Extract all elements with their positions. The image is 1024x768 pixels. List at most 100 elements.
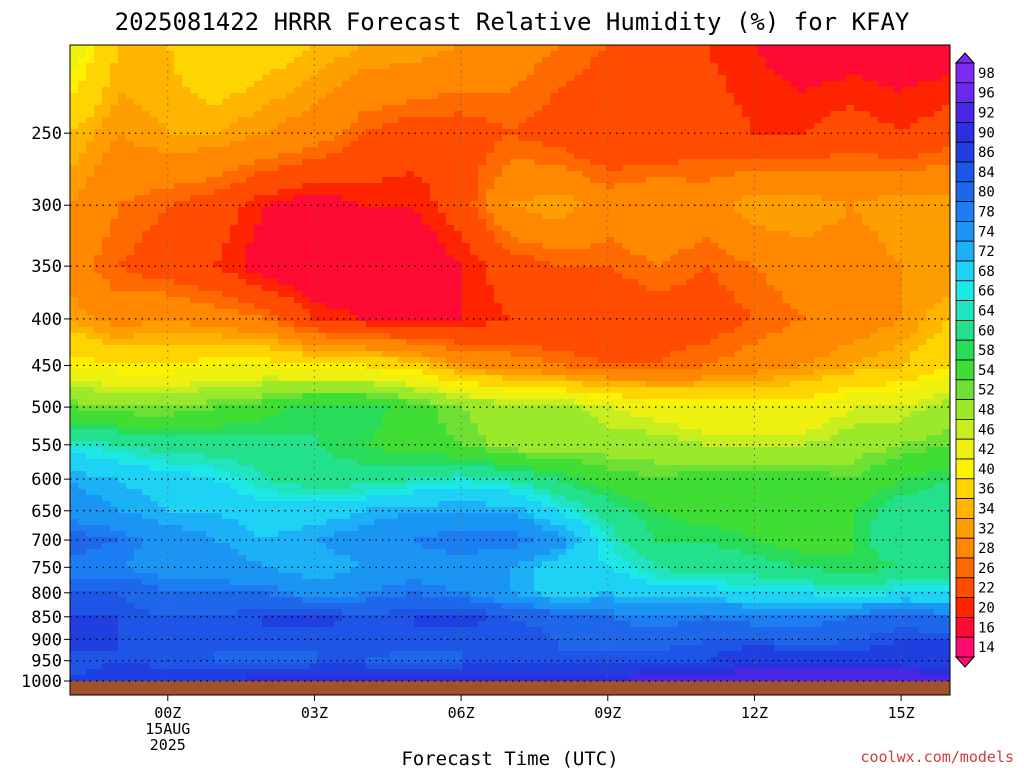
heat-cell (774, 297, 783, 304)
heat-cell (590, 111, 599, 118)
heat-cell (902, 279, 911, 286)
heat-cell (558, 213, 567, 220)
heat-cell (854, 177, 863, 184)
heat-cell (486, 297, 495, 304)
heat-cell (478, 177, 487, 184)
heat-cell (862, 303, 871, 310)
heat-cell (870, 273, 879, 280)
heat-cell (862, 273, 871, 280)
heat-cell (710, 105, 719, 112)
heat-cell (526, 111, 535, 118)
heat-cell (862, 141, 871, 148)
heat-cell (406, 51, 415, 58)
heat-cell (654, 105, 663, 112)
heat-cell (382, 261, 391, 268)
heat-cell (406, 87, 415, 94)
heat-cell (126, 69, 135, 76)
heat-cell (278, 129, 287, 136)
heat-cell (614, 243, 623, 250)
heat-cell (438, 159, 447, 166)
heat-cell (886, 63, 895, 70)
heat-cell (94, 99, 103, 106)
heat-cell (942, 123, 950, 130)
heat-cell (158, 285, 167, 292)
heat-cell (574, 123, 583, 130)
heat-cell (166, 93, 175, 100)
heat-cell (622, 213, 631, 220)
heat-cell (902, 165, 911, 172)
heat-cell (886, 273, 895, 280)
heat-cell (830, 267, 839, 274)
heat-cell (910, 237, 919, 244)
heat-cell (78, 165, 87, 172)
heat-cell (438, 171, 447, 178)
heat-cell (462, 159, 471, 166)
heat-cell (654, 51, 663, 58)
heat-cell (350, 57, 359, 64)
heat-cell (334, 51, 343, 58)
heat-cell (254, 243, 263, 250)
heat-cell (870, 153, 879, 160)
heat-cell (286, 123, 295, 130)
heat-cell (798, 51, 807, 58)
heat-cell (478, 105, 487, 112)
heat-cell (302, 201, 311, 208)
heat-cell (198, 45, 207, 52)
heat-cell (942, 183, 950, 190)
heat-cell (846, 87, 855, 94)
heat-cell (894, 303, 903, 310)
heat-cell (654, 63, 663, 70)
heat-cell (678, 291, 687, 298)
heat-cell (350, 153, 359, 160)
heat-cell (430, 105, 439, 112)
heat-cell (78, 201, 87, 208)
heat-cell (166, 171, 175, 178)
heat-cell (878, 237, 887, 244)
heat-cell (294, 153, 303, 160)
heat-cell (654, 57, 663, 64)
heat-cell (534, 213, 543, 220)
heat-cell (102, 273, 111, 280)
heat-cell (414, 243, 423, 250)
heat-cell (110, 225, 119, 232)
heat-cell (278, 243, 287, 250)
heat-cell (814, 309, 823, 316)
heat-cell (478, 153, 487, 160)
heat-cell (454, 267, 463, 274)
heat-cell (294, 315, 303, 322)
heat-cell (486, 159, 495, 166)
heat-cell (886, 123, 895, 130)
heat-cell (398, 87, 407, 94)
heat-cell (526, 303, 535, 310)
heat-cell (862, 81, 871, 88)
heat-cell (214, 261, 223, 268)
heat-cell (294, 51, 303, 58)
heat-cell (294, 141, 303, 148)
heat-cell (694, 81, 703, 88)
heat-cell (822, 273, 831, 280)
heat-cell (798, 153, 807, 160)
heat-cell (502, 309, 511, 316)
heat-cell (878, 219, 887, 226)
heat-cell (214, 147, 223, 154)
heat-cell (110, 279, 119, 286)
heat-cell (190, 81, 199, 88)
heat-cell (326, 225, 335, 232)
heat-cell (662, 81, 671, 88)
heat-cell (294, 177, 303, 184)
heat-cell (70, 111, 79, 118)
heat-cell (814, 189, 823, 196)
heat-cell (414, 297, 423, 304)
heat-cell (206, 201, 215, 208)
heat-cell (142, 69, 151, 76)
heat-cell (822, 171, 831, 178)
heat-cell (190, 69, 199, 76)
heat-cell (910, 207, 919, 214)
heat-cell (854, 111, 863, 118)
heat-cell (462, 195, 471, 202)
heat-cell (126, 225, 135, 232)
heat-cell (190, 237, 199, 244)
heat-cell (814, 141, 823, 148)
heat-cell (86, 309, 95, 316)
heat-cell (822, 285, 831, 292)
